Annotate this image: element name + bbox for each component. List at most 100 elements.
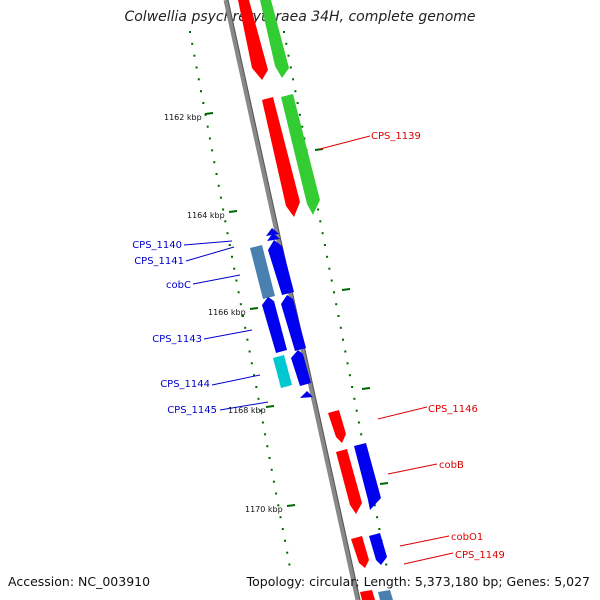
scale-dot [333,291,335,294]
scale-dot [287,54,290,57]
scale-dot [275,492,278,495]
scale-dot [289,66,292,69]
gene-label[interactable]: CPS_1141 [134,256,184,267]
scale-dot [200,90,202,93]
scale-dot [285,42,288,45]
gene-arrow-forward[interactable] [238,0,268,80]
scale-dot [321,232,324,235]
gene-label[interactable]: CPS_1145 [167,405,217,416]
gene-label-group: CPS_1139 CPS_1140 CPS_1141 cobC CPS_1143… [132,131,505,561]
leader-line [219,401,269,411]
gene-arrow-reverse[interactable] [369,533,387,565]
gene-arrow-reverse[interactable] [354,443,381,510]
scale-dot [301,125,304,128]
gene-label[interactable]: CPS_1149 [455,550,505,561]
kbp-tick-mark [379,482,389,485]
kbp-scale: 1162 kbp 1164 kbp 1166 kbp 1168 kbp 1170… [164,112,389,514]
gene-arrow-reverse[interactable] [250,245,275,299]
scale-dot [360,433,363,436]
scale-dot [288,563,291,566]
scale-dot [330,279,333,282]
scale-dot [272,480,275,483]
scale-dot [239,303,242,306]
scale-dot [279,516,282,519]
scale-dot [298,113,301,116]
scale-dot [248,350,251,353]
scale-dot [217,184,220,187]
genome-summary-text: Topology: circular; Length: 5,373,180 bp… [246,574,590,589]
gene-arrow-reverse[interactable] [291,350,311,386]
gene-label[interactable]: cobB [439,460,464,471]
kbp-tick-mark [204,112,214,115]
gene-arrow-forward[interactable] [360,590,375,600]
gene-arrow-reverse[interactable] [300,391,313,398]
leader-line [387,463,438,475]
kbp-tick-mark [265,405,275,408]
leader-line [183,240,233,246]
scale-dot [317,208,320,211]
gene-arrow-reverse[interactable] [266,228,279,236]
scale-dot [206,125,209,128]
gene-label[interactable]: CPS_1140 [132,240,182,251]
kbp-tick-label: 1162 kbp [164,113,202,122]
gene-arrow-reverse[interactable] [378,590,393,600]
gene-label[interactable]: CPS_1144 [160,379,210,390]
kbp-tick-mark [361,387,371,390]
kbp-tick-label: 1168 kbp [228,406,266,415]
gene-arrow-forward[interactable] [281,94,320,215]
scale-dot [385,563,388,566]
scale-dot [228,244,231,246]
scale-dot [257,397,260,400]
scale-dot [235,279,238,282]
gene-arrow-reverse[interactable] [273,355,292,388]
gene-arrow-forward[interactable] [262,97,300,217]
kbp-tick-mark [228,210,238,213]
gene-label[interactable]: CPS_1146 [428,404,478,415]
scale-dot [219,196,222,199]
scale-dot [233,267,236,270]
kbp-tick-label: 1164 kbp [187,211,225,220]
scale-dot [226,232,229,235]
scale-dot [231,255,233,258]
scale-dot [268,457,271,459]
gene-arrow-reverse[interactable] [281,295,306,351]
scale-dot [294,90,297,93]
scale-dot [261,421,264,424]
leader-line [399,535,450,547]
scale-dot [277,504,280,507]
scale-dot [292,78,295,81]
scale-dot [344,350,347,353]
kbp-tick-label: 1166 kbp [208,308,246,317]
gene-arrow-forward[interactable] [336,449,362,514]
gene-label[interactable]: cobC [166,280,191,291]
gene-arrow-reverse[interactable] [268,240,294,295]
scale-dot [351,386,354,388]
gene-arrow-forward[interactable] [351,536,369,568]
scale-dot [259,409,262,412]
gene-label[interactable]: CPS_1139 [371,131,421,142]
leader-line [185,246,235,262]
scale-dot [215,173,218,175]
scale-dot [335,303,338,306]
gene-label[interactable]: cobO1 [451,532,483,543]
scale-dot [355,409,358,412]
gene-arrow-forward[interactable] [328,410,346,443]
kbp-tick-mark [314,148,324,151]
scale-dot [242,315,244,317]
gene-features [238,0,393,600]
scale-dot [339,326,342,329]
scale-dot [211,149,214,152]
scale-dot [296,102,299,104]
scale-dot [319,220,322,223]
leader-line [403,552,454,565]
gene-label[interactable]: CPS_1143 [152,334,202,345]
scale-dot [326,255,329,258]
scale-dot [346,362,349,365]
leader-line [192,274,241,285]
kbp-tick-label: 1170 kbp [245,505,283,514]
gene-arrow-reverse[interactable] [267,233,280,241]
gene-arrow-forward[interactable] [260,0,289,78]
gene-arrow-reverse[interactable] [262,297,287,353]
scale-dot [353,397,356,400]
